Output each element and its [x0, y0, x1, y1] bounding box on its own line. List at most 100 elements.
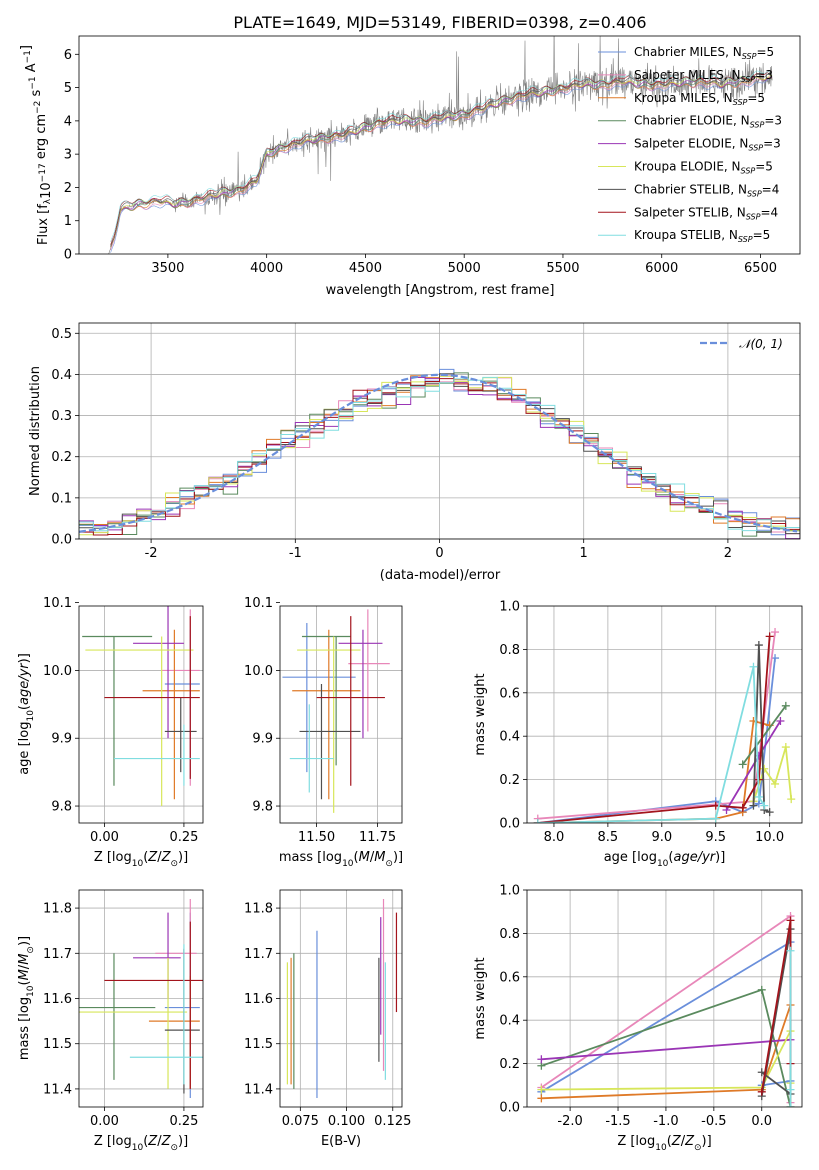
model-line-salpeter-elodie — [110, 76, 773, 247]
weight-marker — [786, 1085, 795, 1094]
x-axis-label: (data-model)/error — [380, 568, 501, 583]
axes-frame — [279, 605, 403, 824]
weight-marker — [781, 701, 790, 710]
histogram-kroupa-stelib — [79, 376, 800, 539]
x-tick-label: 3500 — [151, 261, 184, 276]
x-tick-label: -2 — [145, 546, 158, 561]
axes-frame — [526, 605, 803, 824]
weight-series-chabrier-elodie — [537, 985, 795, 1107]
weight-marker — [533, 819, 542, 823]
x-tick-label: 0.100 — [328, 1114, 365, 1129]
plot-area — [280, 606, 402, 823]
x-tick-label: 2 — [724, 546, 732, 561]
errorbar-kroupa-stelib — [289, 704, 334, 793]
x-tick-label: 0.075 — [282, 1114, 319, 1129]
errorbar-chabrier-elodie — [82, 635, 153, 786]
y-tick-label: 0 — [64, 248, 72, 263]
y-tick-label: 4 — [64, 114, 72, 129]
errorbar-salpeter-miles — [348, 609, 390, 732]
x-axis-label: Z [log10(Z/Z⊙)] — [94, 850, 188, 869]
x-axis-label: age [log10(age/yr)] — [604, 850, 726, 869]
errorbar-kroupa-miles — [292, 629, 361, 800]
weight-marker — [757, 985, 766, 994]
y-tick-label: 1.0 — [499, 600, 520, 615]
model-line-kroupa-stelib — [110, 70, 773, 242]
panel-z-weight: -2.0 -1.5 -1.0 -0.5 0.0 0.0 0.2 0.4 0.6 0.8 1.0 Z [… — [473, 884, 803, 1153]
panel-ebv-mass: 0.075 0.100 0.125 11.4 11.5 11.6 11.7 11.8 E(B-V… — [244, 889, 411, 1149]
model-line-salpeter-stelib — [110, 70, 773, 245]
legend-entry: Salpeter STELIB, NSSP=4 — [634, 205, 778, 221]
plot-area — [527, 606, 802, 823]
legend-entry: Kroupa MILES, NSSP=5 — [634, 91, 765, 107]
y-tick-label: 6 — [64, 48, 72, 63]
y-tick-label: 0.2 — [51, 450, 72, 465]
errorbar-chabrier-miles — [164, 912, 200, 1098]
y-tick-label: 11.8 — [43, 902, 72, 917]
errorbar-kroupa-miles — [148, 975, 200, 1089]
axes-frame — [526, 889, 803, 1108]
weight-marker — [765, 632, 774, 641]
x-tick-label: 6000 — [645, 261, 678, 276]
panel-z-mass: 0.00 0.25 11.4 11.5 11.6 11.7 11.8 Z [log10(Z/Z… — [17, 889, 204, 1153]
weight-line — [541, 1038, 791, 1061]
x-tick-label: 6500 — [744, 261, 777, 276]
x-tick-label: 10.0 — [755, 830, 784, 845]
x-axis-label: wavelength [Angstrom, rest frame] — [326, 283, 555, 298]
errorbar-kroupa-elodie — [85, 636, 194, 807]
plot-area — [79, 606, 203, 823]
weight-marker — [749, 801, 758, 810]
y-tick-label: 11.7 — [43, 947, 72, 962]
y-tick-label: 1.0 — [499, 884, 520, 899]
y-tick-label: 10.0 — [43, 664, 72, 679]
y-tick-label: 0.1 — [51, 491, 72, 506]
x-tick-label: 9.5 — [705, 830, 726, 845]
weight-marker — [776, 717, 785, 726]
errorbar-chabrier-miles — [282, 622, 356, 773]
y-tick-label: 11.4 — [244, 1082, 273, 1097]
weight-marker — [738, 803, 747, 812]
errorbar-chabrier-stelib — [164, 697, 197, 773]
x-tick-label: -2.0 — [557, 1114, 582, 1129]
axes-frame — [279, 889, 403, 1108]
y-axis-label: mass weight — [473, 673, 488, 755]
x-tick-label: 0.00 — [90, 1114, 119, 1129]
histogram-salpeter-stelib — [79, 378, 800, 536]
axes-frame — [78, 35, 801, 255]
weight-marker — [760, 801, 769, 810]
errorbar-salpeter-elodie — [133, 912, 181, 999]
legend-entry: Chabrier MILES, NSSP=5 — [634, 45, 774, 61]
weight-marker — [781, 743, 790, 752]
y-tick-label: 10.1 — [43, 596, 72, 611]
weight-marker — [757, 1087, 766, 1096]
x-tick-label: 0.125 — [374, 1114, 411, 1129]
y-tick-label: 2 — [64, 181, 72, 196]
y-tick-label: 0.4 — [51, 368, 72, 383]
y-axis-label: mass weight — [473, 957, 488, 1039]
legend-entry: Salpeter MILES, NSSP=3 — [634, 68, 773, 84]
panel-z-age: 0.00 0.25 9.8 9.9 10.0 10.1 Z [log10(Z/Z⊙)] age… — [17, 596, 204, 869]
weight-line — [537, 666, 766, 823]
weight-marker — [786, 1103, 795, 1107]
weight-marker — [760, 764, 769, 773]
weight-series-chabrier-elodie — [738, 701, 790, 769]
errorbar-salpeter-stelib — [104, 616, 200, 779]
x-tick-label: -1.0 — [653, 1114, 678, 1129]
y-tick-label: 1 — [64, 214, 72, 229]
plot-area — [280, 890, 402, 1107]
x-tick-label: 4000 — [250, 261, 283, 276]
y-tick-label: 0.5 — [51, 327, 72, 342]
errorbar-kroupa-elodie — [79, 957, 188, 1089]
y-tick-label: 0.2 — [499, 773, 520, 788]
weight-series-kroupa-stelib — [533, 662, 769, 823]
panel-spectrum: 3500 4000 4500 5000 5500 6000 6500 0 1 2 3 4 5 6 PLATE… — [19, 13, 801, 298]
weight-marker — [749, 662, 758, 671]
errorbar-salpeter-stelib — [104, 921, 203, 1089]
weight-marker — [537, 1055, 546, 1064]
y-tick-label: 9.8 — [51, 800, 72, 815]
y-tick-label: 11.4 — [43, 1082, 72, 1097]
legend: Chabrier MILES, NSSP=5 Salpeter MILES, NS… — [598, 45, 782, 244]
x-axis-label: Z [log10(Z/Z⊙)] — [94, 1134, 188, 1153]
y-tick-label: 0.6 — [499, 970, 520, 985]
legend-entry: Kroupa ELODIE, NSSP=5 — [634, 160, 773, 176]
